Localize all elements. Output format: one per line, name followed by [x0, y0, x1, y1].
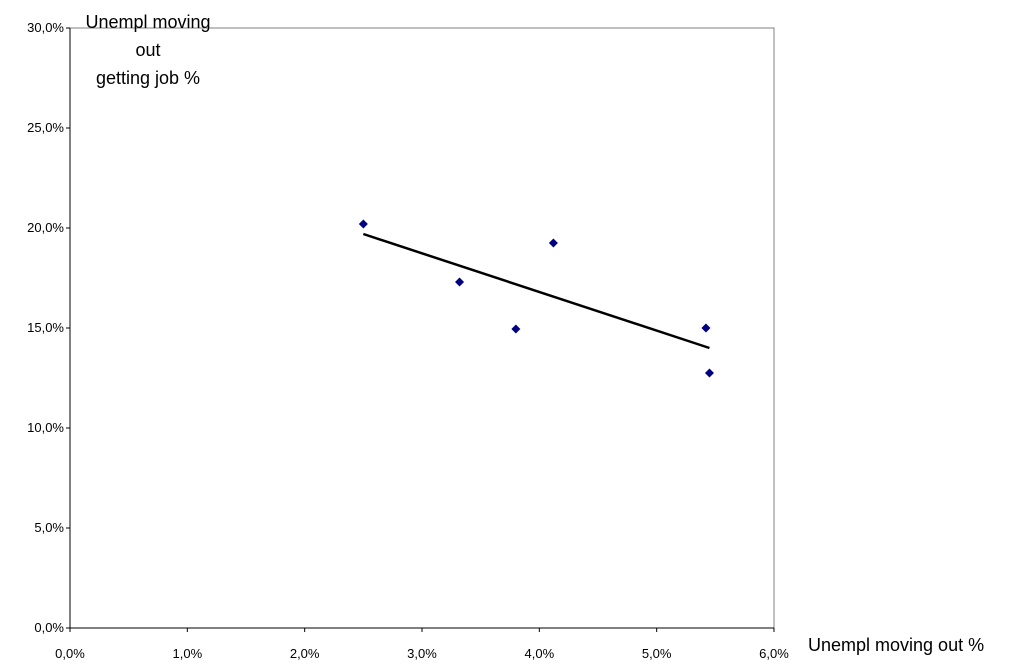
x-tick-label: 4,0% — [525, 646, 555, 661]
data-point — [704, 368, 714, 378]
data-point — [358, 219, 368, 229]
data-point — [511, 324, 521, 334]
x-tick-label: 1,0% — [173, 646, 203, 661]
data-point — [701, 323, 711, 333]
x-tick-label: 3,0% — [407, 646, 437, 661]
y-tick-label: 20,0% — [27, 220, 64, 235]
y-tick-label: 5,0% — [34, 520, 64, 535]
plot-area — [69, 27, 775, 629]
data-point — [548, 238, 558, 248]
x-axis-title: Unempl moving out % — [808, 635, 984, 655]
y-tick-label: 10,0% — [27, 420, 64, 435]
y-tick-label: 25,0% — [27, 120, 64, 135]
y-tick-label: 15,0% — [27, 320, 64, 335]
x-tick-label: 6,0% — [759, 646, 789, 661]
y-axis-title: Unempl moving out getting job % — [85, 12, 210, 88]
trendline — [362, 232, 710, 350]
x-tick-label: 2,0% — [290, 646, 320, 661]
x-tick-label: 5,0% — [642, 646, 672, 661]
x-tick-label: 0,0% — [55, 646, 85, 661]
y-tick-label: 0,0% — [34, 620, 64, 635]
data-point — [455, 277, 465, 287]
y-tick-label: 30,0% — [27, 20, 64, 35]
